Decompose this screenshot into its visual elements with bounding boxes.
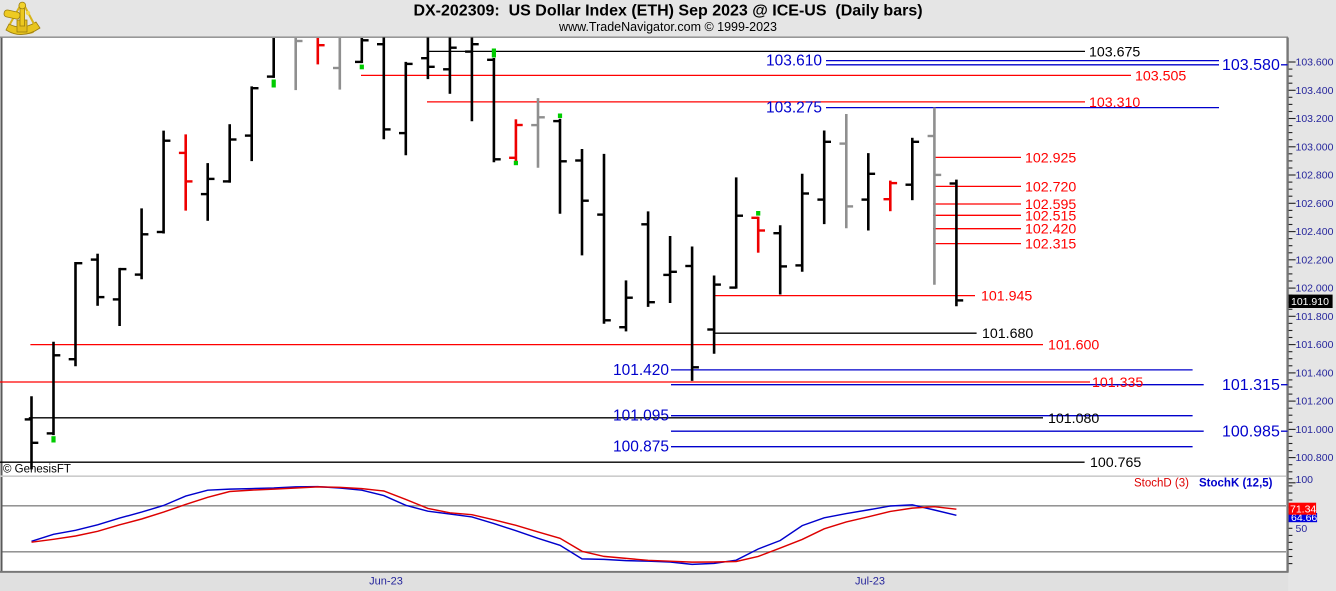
- svg-text:101.600: 101.600: [1048, 338, 1099, 354]
- svg-text:Jul-23: Jul-23: [855, 576, 885, 588]
- svg-text:101.945: 101.945: [981, 289, 1032, 305]
- svg-text:101.335: 101.335: [1092, 375, 1143, 391]
- svg-text:101.600: 101.600: [1296, 339, 1334, 351]
- svg-text:71.34: 71.34: [1290, 503, 1316, 515]
- svg-text:102.720: 102.720: [1025, 179, 1076, 195]
- svg-text:103.310: 103.310: [1089, 95, 1140, 111]
- svg-text:101.400: 101.400: [1296, 368, 1334, 380]
- svg-text:103.505: 103.505: [1135, 68, 1186, 84]
- svg-text:101.080: 101.080: [1048, 411, 1099, 427]
- svg-text:102.315: 102.315: [1025, 237, 1076, 253]
- svg-text:101.095: 101.095: [613, 408, 669, 425]
- svg-text:102.400: 102.400: [1296, 226, 1334, 238]
- svg-text:100.875: 100.875: [613, 439, 669, 456]
- svg-text:100.985: 100.985: [1222, 424, 1280, 441]
- svg-text:www.TradeNavigator.com © 1999-: www.TradeNavigator.com © 1999-2023: [558, 20, 777, 34]
- svg-text:102.600: 102.600: [1296, 198, 1334, 210]
- svg-text:101.420: 101.420: [613, 362, 669, 379]
- svg-text:50: 50: [1296, 523, 1308, 535]
- svg-text:101.200: 101.200: [1296, 396, 1334, 408]
- svg-text:103.610: 103.610: [766, 53, 822, 70]
- svg-text:103.275: 103.275: [766, 100, 822, 117]
- svg-text:103.000: 103.000: [1296, 141, 1334, 153]
- svg-text:102.595: 102.595: [1025, 197, 1076, 213]
- svg-text:101.910: 101.910: [1291, 296, 1329, 308]
- svg-text:102.200: 102.200: [1296, 254, 1334, 266]
- svg-text:DX-202309: US Dollar Index (E: DX-202309: US Dollar Index (ETH) Sep 202…: [413, 3, 922, 20]
- svg-text:100.800: 100.800: [1296, 452, 1334, 464]
- svg-text:© GenesisFT: © GenesisFT: [3, 464, 71, 476]
- svg-text:103.400: 103.400: [1296, 85, 1334, 97]
- svg-text:101.680: 101.680: [982, 326, 1033, 342]
- svg-text:103.675: 103.675: [1089, 44, 1140, 60]
- svg-text:100.765: 100.765: [1090, 455, 1141, 471]
- svg-text:103.200: 103.200: [1296, 113, 1334, 125]
- svg-text:103.600: 103.600: [1296, 57, 1334, 69]
- svg-text:102.515: 102.515: [1025, 208, 1076, 224]
- svg-text:StochD (3): StochD (3): [1134, 478, 1189, 490]
- svg-text:102.420: 102.420: [1025, 222, 1076, 238]
- svg-text:101.800: 101.800: [1296, 311, 1334, 323]
- svg-text:103.580: 103.580: [1222, 57, 1280, 74]
- svg-text:101.315: 101.315: [1222, 377, 1280, 394]
- svg-text:102.800: 102.800: [1296, 170, 1334, 182]
- svg-text:102.000: 102.000: [1296, 283, 1334, 295]
- svg-text:100: 100: [1296, 474, 1314, 486]
- svg-text:101.000: 101.000: [1296, 424, 1334, 436]
- svg-text:Jun-23: Jun-23: [369, 576, 403, 588]
- svg-text:64.66: 64.66: [1291, 512, 1317, 524]
- svg-text:StochK (12,5): StochK (12,5): [1199, 478, 1273, 490]
- svg-text:102.925: 102.925: [1025, 150, 1076, 166]
